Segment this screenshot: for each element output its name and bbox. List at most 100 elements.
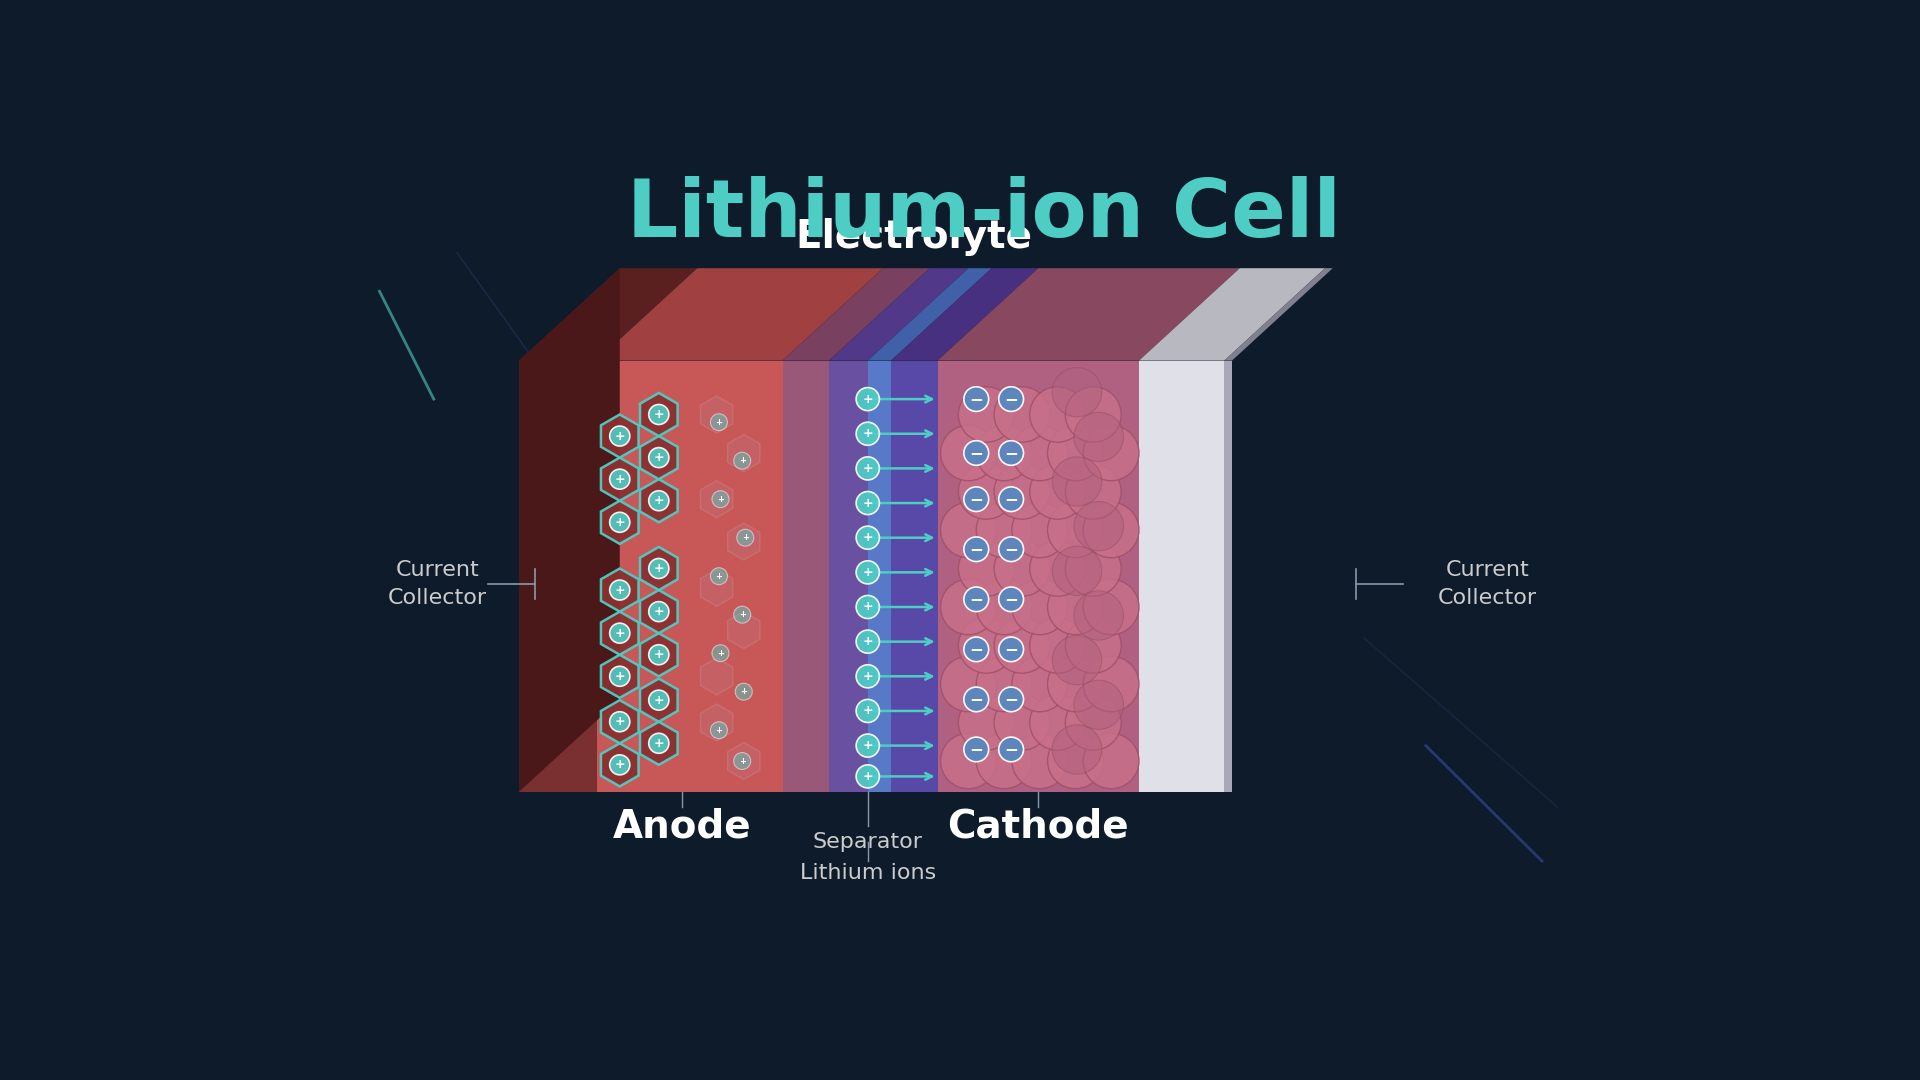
Circle shape xyxy=(998,387,1023,411)
Circle shape xyxy=(958,387,1014,442)
Text: +: + xyxy=(716,571,722,581)
Circle shape xyxy=(856,765,879,788)
Polygon shape xyxy=(639,436,678,480)
Text: +: + xyxy=(653,693,664,706)
Bar xyxy=(891,361,937,792)
Text: −: − xyxy=(970,540,983,558)
Polygon shape xyxy=(728,611,760,649)
Circle shape xyxy=(1073,413,1123,461)
Text: +: + xyxy=(862,670,874,683)
Circle shape xyxy=(975,502,1033,557)
Polygon shape xyxy=(701,658,733,694)
Polygon shape xyxy=(601,611,639,654)
Circle shape xyxy=(733,453,751,469)
Circle shape xyxy=(964,537,989,562)
Circle shape xyxy=(995,463,1050,519)
Text: +: + xyxy=(716,495,724,503)
Text: +: + xyxy=(862,600,874,613)
Circle shape xyxy=(995,694,1050,751)
Text: +: + xyxy=(862,739,874,752)
Circle shape xyxy=(1073,680,1123,729)
Circle shape xyxy=(856,630,879,653)
Circle shape xyxy=(710,721,728,739)
Circle shape xyxy=(964,487,989,512)
Polygon shape xyxy=(601,654,639,698)
Text: −: − xyxy=(970,690,983,708)
Text: +: + xyxy=(653,408,664,421)
Bar xyxy=(868,361,891,792)
Circle shape xyxy=(649,602,668,622)
Circle shape xyxy=(998,537,1023,562)
Polygon shape xyxy=(701,396,733,433)
Circle shape xyxy=(958,618,1014,673)
Circle shape xyxy=(1012,502,1068,557)
Text: −: − xyxy=(970,390,983,408)
Polygon shape xyxy=(701,704,733,741)
Polygon shape xyxy=(639,590,678,633)
Polygon shape xyxy=(783,268,929,361)
Polygon shape xyxy=(868,268,993,361)
Circle shape xyxy=(1083,579,1139,635)
Circle shape xyxy=(964,738,989,761)
Text: +: + xyxy=(739,610,745,619)
Polygon shape xyxy=(639,678,678,721)
Polygon shape xyxy=(728,523,760,561)
Circle shape xyxy=(941,502,996,557)
Circle shape xyxy=(1012,733,1068,788)
Polygon shape xyxy=(639,546,678,590)
Circle shape xyxy=(1083,657,1139,712)
Polygon shape xyxy=(518,268,697,361)
Circle shape xyxy=(1048,502,1104,557)
Circle shape xyxy=(611,666,630,686)
Text: +: + xyxy=(862,635,874,648)
Circle shape xyxy=(1012,579,1068,635)
Circle shape xyxy=(964,441,989,465)
Circle shape xyxy=(998,687,1023,712)
Circle shape xyxy=(1029,541,1085,596)
Text: +: + xyxy=(653,737,664,750)
Bar xyxy=(597,361,783,792)
Text: +: + xyxy=(862,704,874,717)
Circle shape xyxy=(975,426,1033,481)
Circle shape xyxy=(1066,694,1121,751)
Circle shape xyxy=(733,753,751,769)
Circle shape xyxy=(941,657,996,712)
Text: +: + xyxy=(614,670,626,683)
Text: −: − xyxy=(970,640,983,659)
Text: +: + xyxy=(614,516,626,529)
Circle shape xyxy=(1066,387,1121,442)
Text: −: − xyxy=(1004,741,1018,758)
Circle shape xyxy=(733,606,751,623)
Circle shape xyxy=(856,526,879,550)
Circle shape xyxy=(611,580,630,600)
Polygon shape xyxy=(601,501,639,544)
Text: Current
Collector: Current Collector xyxy=(1438,559,1538,608)
Circle shape xyxy=(964,637,989,662)
Circle shape xyxy=(611,755,630,774)
Circle shape xyxy=(1048,733,1104,788)
Text: +: + xyxy=(614,583,626,596)
Circle shape xyxy=(856,457,879,480)
Bar xyxy=(1139,361,1225,792)
Circle shape xyxy=(975,657,1033,712)
Circle shape xyxy=(1029,387,1085,442)
Text: +: + xyxy=(862,428,874,441)
Circle shape xyxy=(1083,426,1139,481)
Text: +: + xyxy=(741,534,749,542)
Circle shape xyxy=(1066,541,1121,596)
Text: +: + xyxy=(739,756,745,766)
Text: +: + xyxy=(741,687,747,697)
Text: Lithium-ion Cell: Lithium-ion Cell xyxy=(628,176,1340,254)
Polygon shape xyxy=(937,268,1240,361)
Polygon shape xyxy=(1225,268,1332,361)
Text: +: + xyxy=(716,726,722,734)
Circle shape xyxy=(710,414,728,431)
Circle shape xyxy=(856,734,879,757)
Polygon shape xyxy=(601,415,639,458)
Text: −: − xyxy=(970,490,983,509)
Polygon shape xyxy=(601,568,639,611)
Bar xyxy=(518,361,597,792)
Circle shape xyxy=(856,665,879,688)
Circle shape xyxy=(611,512,630,532)
Text: +: + xyxy=(862,531,874,544)
